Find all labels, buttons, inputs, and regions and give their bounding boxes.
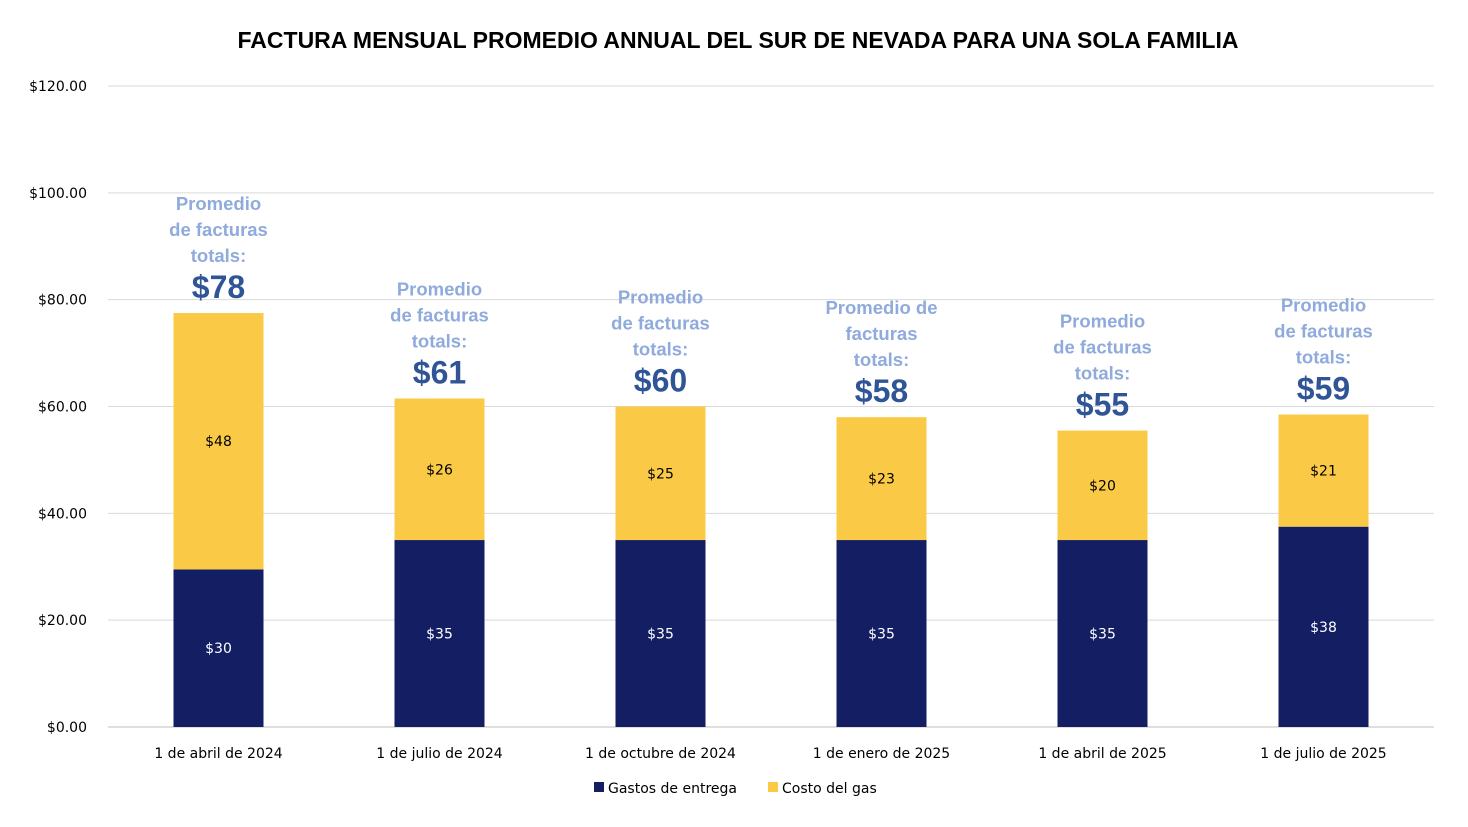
y-tick-label: $80.00: [38, 293, 87, 309]
bar-group: $35 $25: [615, 406, 706, 727]
total-annotation: $58 Promedio de facturas totals:: [825, 297, 937, 409]
bar-value-label: $35: [426, 627, 453, 643]
y-tick-label: $0.00: [47, 720, 87, 736]
bar-group: $35 $26: [394, 398, 485, 727]
average-total-label: Promedio: [1281, 295, 1366, 316]
total-annotation: $61 Promedio de facturas totals:: [390, 278, 489, 390]
average-total-value: $59: [1297, 371, 1350, 407]
bar-segment-gas: [394, 398, 485, 541]
total-annotation: $60 Promedio de facturas totals:: [611, 287, 710, 399]
average-total-label: Promedio: [1060, 311, 1145, 332]
average-total-label: totals:: [191, 245, 247, 266]
bar-value-label: $26: [426, 462, 453, 478]
total-annotations: $78 Promedio de facturas totals: $61 Promedio…: [169, 193, 1373, 423]
average-total-value: $58: [855, 373, 908, 409]
bar-segment-gas: [1278, 414, 1369, 527]
legend-item: Gastos de entrega: [594, 781, 737, 797]
bar-segment-delivery: [836, 540, 927, 727]
x-category-label: 1 de abril de 2025: [1038, 746, 1166, 762]
bar-value-label: $35: [868, 627, 895, 643]
bar-group: $30 $48: [173, 313, 264, 727]
y-tick-label: $100.00: [29, 186, 87, 202]
average-total-label: facturas: [846, 323, 918, 344]
legend: Gastos de entrega Costo del gas: [594, 781, 877, 797]
average-total-label: totals:: [633, 339, 689, 360]
y-tick-label: $60.00: [38, 400, 87, 416]
bar-segment-delivery: [173, 569, 264, 727]
y-tick-label: $120.00: [29, 79, 87, 95]
bar-segment-delivery: [1057, 540, 1148, 727]
bar-value-label: $35: [1089, 627, 1116, 643]
average-total-value: $55: [1076, 387, 1129, 423]
average-total-label: totals:: [1296, 347, 1352, 368]
total-annotation: $78 Promedio de facturas totals:: [169, 193, 268, 305]
bar-segment-delivery: [1278, 526, 1369, 727]
x-category-label: 1 de julio de 2024: [376, 746, 503, 762]
average-total-label: totals:: [412, 330, 468, 351]
average-total-value: $78: [192, 269, 245, 305]
bar-value-label: $23: [868, 472, 895, 488]
bar-segment-delivery: [615, 540, 706, 727]
gridlines: [108, 85, 1434, 728]
total-annotation: $59 Promedio de facturas totals:: [1274, 295, 1373, 407]
bar-segment-gas: [836, 417, 927, 541]
average-total-label: de facturas: [169, 219, 268, 240]
chart-title: FACTURA MENSUAL PROMEDIO ANNUAL DEL SUR …: [238, 27, 1239, 53]
average-total-label: de facturas: [1053, 337, 1152, 358]
total-annotation: $55 Promedio de facturas totals:: [1053, 311, 1152, 423]
average-total-label: totals:: [854, 349, 910, 370]
average-total-label: Promedio: [397, 278, 482, 299]
y-tick-label: $20.00: [38, 613, 87, 629]
average-total-value: $61: [413, 354, 466, 390]
average-total-label: Promedio: [618, 287, 703, 308]
y-axis-ticks: $0.00 $20.00 $40.00 $60.00 $80.00 $100.00 $120…: [29, 79, 87, 736]
x-category-label: 1 de julio de 2025: [1260, 746, 1386, 762]
legend-label: Gastos de entrega: [608, 781, 737, 797]
x-category-label: 1 de enero de 2025: [813, 746, 950, 762]
x-category-label: 1 de abril de 2024: [154, 746, 282, 762]
bar-segment-gas: [1057, 430, 1148, 541]
bar-segment-delivery: [394, 540, 485, 727]
bars: $30 $48 $35 $26 $35 $25 $35 $23 $35 $20 $38 $21: [173, 313, 1369, 727]
bar-value-label: $20: [1089, 478, 1116, 494]
bar-value-label: $38: [1310, 620, 1337, 636]
bar-value-label: $30: [205, 641, 232, 657]
legend-label: Costo del gas: [782, 781, 877, 797]
legend-item: Costo del gas: [768, 781, 877, 797]
average-total-value: $60: [634, 363, 687, 399]
legend-swatch: [594, 782, 604, 792]
bar-value-label: $25: [647, 466, 674, 482]
bar-value-label: $48: [205, 434, 232, 450]
bar-value-label: $21: [1310, 464, 1337, 480]
average-total-label: totals:: [1075, 363, 1131, 384]
bar-segment-gas: [615, 406, 706, 541]
x-axis-categories: 1 de abril de 2024 1 de julio de 2024 1 de…: [154, 746, 1386, 762]
average-total-label: Promedio de: [825, 297, 937, 318]
average-total-label: de facturas: [390, 304, 489, 325]
bar-group: $38 $21: [1278, 414, 1369, 727]
average-total-label: Promedio: [176, 193, 261, 214]
bar-group: $35 $23: [836, 417, 927, 727]
x-category-label: 1 de octubre de 2024: [585, 746, 736, 762]
y-tick-label: $40.00: [38, 506, 87, 522]
average-total-label: de facturas: [611, 313, 710, 334]
bar-segment-gas: [173, 313, 264, 570]
average-total-label: de facturas: [1274, 321, 1373, 342]
bar-value-label: $35: [647, 627, 674, 643]
legend-swatch: [768, 782, 778, 792]
bar-group: $35 $20: [1057, 430, 1148, 727]
